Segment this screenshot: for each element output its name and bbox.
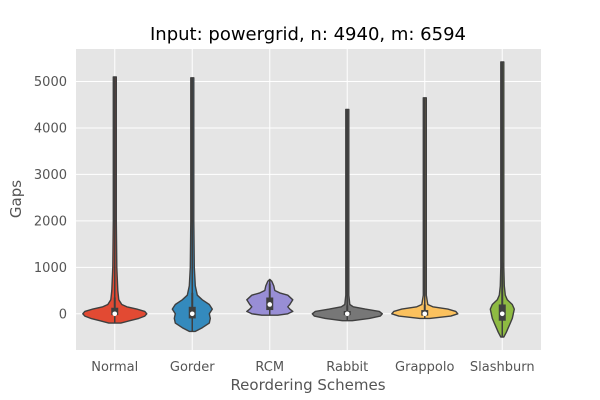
y-tick-label: 2000 — [34, 214, 67, 229]
y-tick-label: 5000 — [34, 75, 67, 90]
violins — [82, 61, 515, 338]
x-tick-label: Gorder — [170, 360, 215, 375]
y-axis-label: Gaps — [7, 180, 25, 218]
median-marker — [422, 311, 428, 317]
y-tick-labels: 0 1000 2000 3000 4000 5000 — [34, 75, 67, 322]
median-marker — [267, 302, 273, 307]
y-tick-label: 3000 — [34, 168, 67, 183]
x-axis-label: Reordering Schemes — [230, 376, 385, 394]
plot-background — [76, 49, 541, 350]
median-marker — [499, 311, 505, 317]
median-marker — [189, 311, 195, 317]
x-tick-label: Normal — [91, 360, 138, 375]
median-marker — [344, 311, 350, 317]
y-tick-label: 4000 — [34, 121, 67, 136]
iqr-box — [111, 307, 119, 316]
x-tick-label: Grappolo — [395, 360, 454, 375]
median-marker — [112, 311, 118, 317]
y-tick-label: 1000 — [34, 261, 67, 276]
x-tick-label: Slashburn — [470, 360, 535, 375]
x-tick-label: Rabbit — [326, 360, 368, 375]
chart-title: Input: powergrid, n: 4940, m: 6594 — [150, 24, 466, 45]
y-tick-label: 0 — [59, 307, 67, 322]
x-tick-label: RCM — [255, 360, 284, 375]
x-tick-labels: Normal Gorder RCM Rabbit Grappolo Slashburn — [91, 360, 534, 375]
